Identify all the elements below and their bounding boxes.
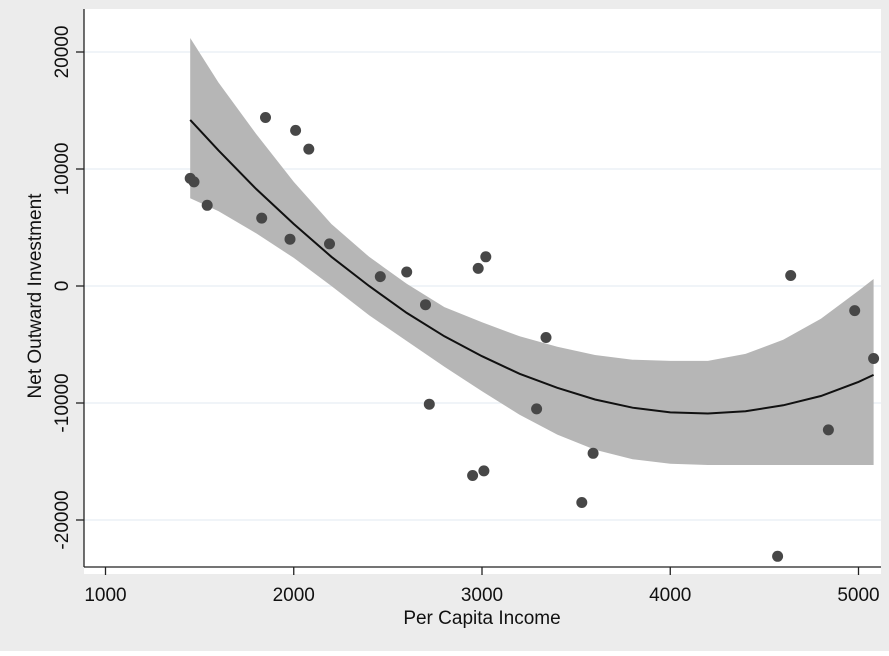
data-point (303, 144, 314, 155)
data-point (772, 551, 783, 562)
x-tick-label: 1000 (84, 585, 126, 606)
y-tick-label: -20000 (52, 490, 73, 549)
data-point (541, 332, 552, 343)
data-point (256, 213, 267, 224)
y-tick-label: 0 (52, 281, 73, 292)
data-point (823, 424, 834, 435)
data-point (260, 112, 271, 123)
data-point (324, 238, 335, 249)
data-point (576, 497, 587, 508)
data-point (401, 267, 412, 278)
data-point (375, 271, 386, 282)
data-point (785, 270, 796, 281)
data-point (424, 399, 435, 410)
x-tick-label: 4000 (649, 585, 691, 606)
data-point (868, 353, 879, 364)
data-point (478, 465, 489, 476)
data-point (285, 234, 296, 245)
y-tick-label: 10000 (52, 143, 73, 196)
y-axis-title: Net Outward Investment (25, 193, 46, 399)
data-point (420, 299, 431, 310)
x-tick-label: 5000 (837, 585, 879, 606)
data-point (531, 403, 542, 414)
x-tick-label: 3000 (461, 585, 503, 606)
data-point (467, 470, 478, 481)
data-point (588, 448, 599, 459)
data-point (290, 125, 301, 136)
x-tick-label: 2000 (273, 585, 315, 606)
y-tick-label: 20000 (52, 26, 73, 79)
data-point (849, 305, 860, 316)
y-tick-label: -10000 (52, 373, 73, 432)
data-point (473, 263, 484, 274)
data-point (480, 251, 491, 262)
data-point (189, 176, 200, 187)
data-point (202, 200, 213, 211)
x-axis-title: Per Capita Income (403, 608, 560, 629)
